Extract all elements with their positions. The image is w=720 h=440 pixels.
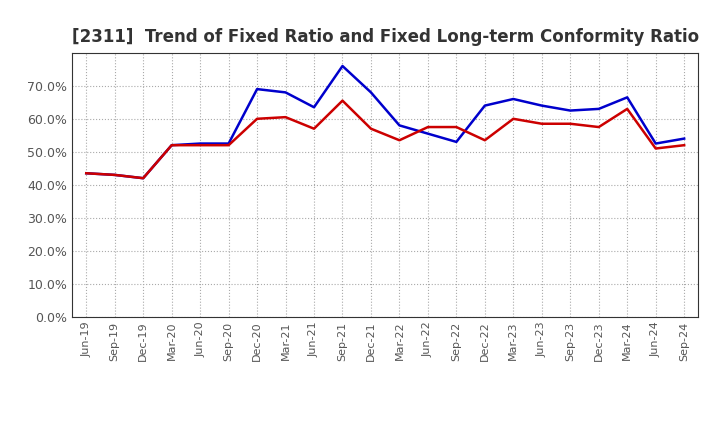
Fixed Ratio <box>595 106 603 111</box>
Fixed Ratio <box>366 90 375 95</box>
Fixed Long-term Conformity Ratio <box>338 98 347 103</box>
Fixed Long-term Conformity Ratio <box>167 143 176 148</box>
Fixed Ratio <box>82 171 91 176</box>
Fixed Ratio <box>110 172 119 177</box>
Fixed Long-term Conformity Ratio <box>423 125 432 130</box>
Fixed Long-term Conformity Ratio <box>623 106 631 111</box>
Fixed Ratio <box>452 139 461 144</box>
Fixed Long-term Conformity Ratio <box>395 138 404 143</box>
Fixed Long-term Conformity Ratio <box>310 126 318 131</box>
Fixed Long-term Conformity Ratio <box>282 114 290 120</box>
Fixed Long-term Conformity Ratio <box>652 146 660 151</box>
Fixed Long-term Conformity Ratio <box>366 126 375 131</box>
Fixed Long-term Conformity Ratio <box>680 143 688 148</box>
Line: Fixed Long-term Conformity Ratio: Fixed Long-term Conformity Ratio <box>86 101 684 178</box>
Fixed Ratio <box>652 141 660 146</box>
Title: [2311]  Trend of Fixed Ratio and Fixed Long-term Conformity Ratio: [2311] Trend of Fixed Ratio and Fixed Lo… <box>71 28 699 46</box>
Fixed Long-term Conformity Ratio <box>595 125 603 130</box>
Fixed Ratio <box>537 103 546 108</box>
Fixed Ratio <box>480 103 489 108</box>
Fixed Long-term Conformity Ratio <box>452 125 461 130</box>
Fixed Ratio <box>282 90 290 95</box>
Fixed Long-term Conformity Ratio <box>196 143 204 148</box>
Fixed Ratio <box>167 143 176 148</box>
Fixed Ratio <box>423 131 432 136</box>
Fixed Ratio <box>253 86 261 92</box>
Line: Fixed Ratio: Fixed Ratio <box>86 66 684 178</box>
Fixed Ratio <box>310 105 318 110</box>
Fixed Ratio <box>566 108 575 113</box>
Fixed Ratio <box>395 123 404 128</box>
Fixed Long-term Conformity Ratio <box>509 116 518 121</box>
Fixed Long-term Conformity Ratio <box>139 176 148 181</box>
Fixed Long-term Conformity Ratio <box>480 138 489 143</box>
Fixed Ratio <box>680 136 688 141</box>
Fixed Long-term Conformity Ratio <box>225 143 233 148</box>
Fixed Ratio <box>225 141 233 146</box>
Fixed Ratio <box>139 176 148 181</box>
Fixed Long-term Conformity Ratio <box>537 121 546 126</box>
Fixed Ratio <box>196 141 204 146</box>
Fixed Long-term Conformity Ratio <box>110 172 119 177</box>
Fixed Ratio <box>509 96 518 102</box>
Fixed Ratio <box>623 95 631 100</box>
Fixed Long-term Conformity Ratio <box>253 116 261 121</box>
Fixed Long-term Conformity Ratio <box>566 121 575 126</box>
Fixed Ratio <box>338 63 347 69</box>
Fixed Long-term Conformity Ratio <box>82 171 91 176</box>
